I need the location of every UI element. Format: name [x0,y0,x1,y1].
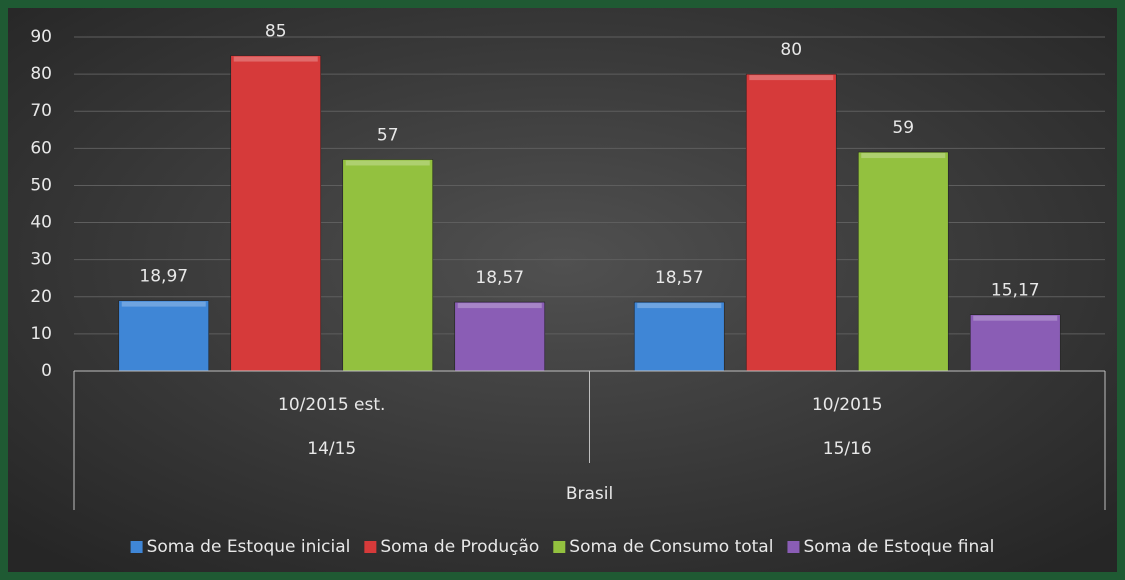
bar [969,314,1061,372]
legend-swatch [130,541,143,553]
bar [342,159,434,372]
bar-highlight [121,301,206,307]
y-tick-label: 40 [30,213,52,233]
bar [745,73,837,372]
legend-label: Soma de Estoque final [803,537,994,557]
legend-swatch [364,541,377,553]
bar-highlight [233,56,318,62]
y-tick-label: 20 [30,287,52,307]
data-label: 18,97 [139,267,188,287]
legend-label: Soma de Produção [380,537,539,557]
x-group-label: 10/2015 [812,395,883,415]
y-tick-label: 90 [30,27,52,47]
x-group-label: 10/2015 est. [278,395,385,415]
legend-swatch [553,541,566,553]
bar-highlight [749,75,834,81]
bar-highlight [861,153,946,159]
y-tick-label: 0 [41,361,52,381]
y-tick-label: 10 [30,324,52,344]
legend-label: Soma de Consumo total [569,537,773,557]
data-label: 18,57 [655,268,704,288]
bar [118,300,210,372]
data-label: 59 [892,118,914,138]
bar [454,301,546,372]
bar-highlight [973,315,1058,321]
bar-highlight [457,303,542,309]
data-label: 18,57 [475,268,524,288]
plot-background [8,8,1117,572]
data-label: 15,17 [991,281,1040,301]
y-tick-label: 80 [30,64,52,84]
bar [633,301,725,372]
x-tick-label: 15/16 [823,439,872,459]
x-tick-label: 14/15 [307,439,356,459]
bar-highlight [345,160,430,166]
legend-label: Soma de Estoque inicial [147,537,351,557]
y-tick-label: 50 [30,175,52,195]
data-label: 57 [377,125,399,145]
bar [857,151,949,372]
data-label: 85 [265,22,287,42]
x-top-label: Brasil [566,484,613,504]
y-tick-label: 70 [30,101,52,121]
data-label: 80 [780,40,802,60]
bar-highlight [637,303,722,309]
legend-swatch [787,541,800,553]
bar [230,55,322,372]
y-tick-label: 60 [30,138,52,158]
y-tick-label: 30 [30,250,52,270]
